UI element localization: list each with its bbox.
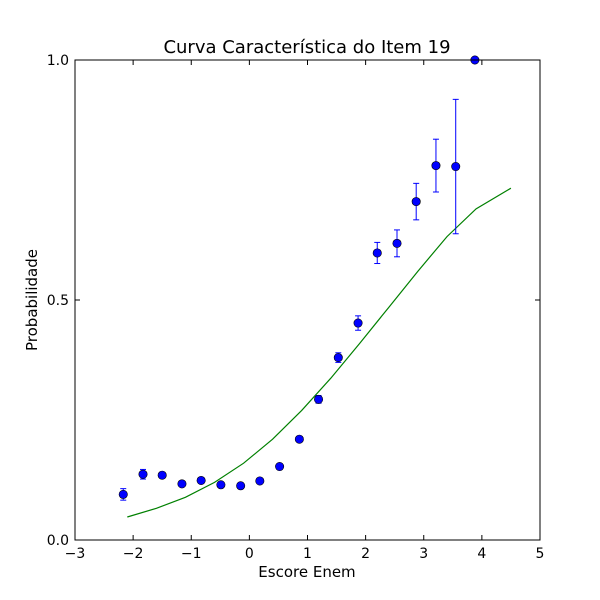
y-tick-label: 0.0: [47, 533, 69, 549]
data-point: [236, 481, 246, 491]
x-tick-label: 4: [477, 546, 486, 562]
x-tick-label: 5: [536, 546, 545, 562]
x-tick-label: 3: [419, 546, 428, 562]
x-tick-label: −1: [181, 546, 202, 562]
data-point-layer: [118, 55, 480, 499]
data-point: [451, 162, 461, 172]
data-point: [314, 394, 324, 404]
x-tick-label: −2: [123, 546, 144, 562]
data-point: [177, 479, 187, 489]
data-point: [255, 476, 265, 486]
x-axis-label: Escore Enem: [258, 563, 355, 581]
model-curve-layer: [127, 187, 512, 518]
data-point: [392, 238, 402, 248]
model-curve: [127, 187, 512, 518]
x-tick-label: −3: [65, 546, 86, 562]
data-point: [216, 480, 226, 490]
y-axis-label: Probabilidade: [23, 249, 41, 351]
y-tick-label: 0.5: [47, 293, 69, 309]
data-point: [431, 161, 441, 171]
x-tick-label: 0: [245, 546, 254, 562]
y-tick-label: 1.0: [47, 53, 69, 69]
data-point: [333, 353, 343, 363]
plot-area: [118, 55, 512, 518]
chart-title: Curva Característica do Item 19: [163, 37, 450, 58]
data-point: [196, 475, 206, 485]
data-point: [157, 470, 167, 480]
data-point: [275, 462, 285, 472]
data-point: [138, 469, 148, 479]
x-tick-label: 1: [303, 546, 312, 562]
data-point: [118, 489, 128, 499]
data-point: [372, 248, 382, 258]
data-point: [353, 318, 363, 328]
data-point: [294, 434, 304, 444]
x-tick-label: 2: [361, 546, 370, 562]
axis-ticks: −3 −2 −1 0 1 2 3 4 5 0.0 0.5 1.0: [47, 53, 545, 562]
data-point: [411, 197, 421, 207]
